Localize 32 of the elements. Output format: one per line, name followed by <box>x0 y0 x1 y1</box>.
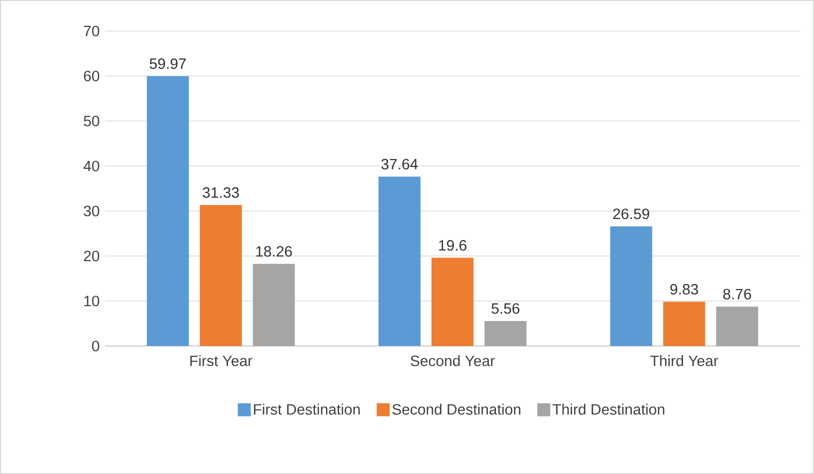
y-tick-label: 60 <box>84 70 100 82</box>
bar <box>146 76 189 346</box>
y-tick-label: 0 <box>92 340 100 352</box>
x-tick-label: First Year <box>190 355 252 366</box>
legend-label: Third Destination <box>552 404 664 415</box>
bar <box>432 258 474 346</box>
data-label: 8.76 <box>723 288 752 300</box>
x-tick-label: Third Year <box>650 355 718 366</box>
y-tick-label: 40 <box>84 160 100 172</box>
data-label: 31.33 <box>202 187 239 198</box>
bar <box>378 176 421 346</box>
bar <box>663 302 706 346</box>
y-tick-label: 30 <box>84 206 100 216</box>
data-label: 59.97 <box>150 58 186 69</box>
data-label: 26.59 <box>613 208 650 220</box>
bar <box>716 306 758 346</box>
legend-label: Second Destination <box>392 404 520 415</box>
bar <box>484 320 527 346</box>
bar <box>200 205 242 346</box>
y-tick-label: 50 <box>84 116 100 126</box>
y-tick-label: 10 <box>84 296 100 306</box>
legend-label: First Destination <box>254 404 360 415</box>
data-label: 19.6 <box>439 240 466 251</box>
bar <box>610 226 652 346</box>
y-tick-label: 70 <box>84 26 100 36</box>
data-label: 5.56 <box>492 303 520 314</box>
data-label: 18.26 <box>256 246 292 257</box>
x-tick-label: Second Year <box>410 355 495 366</box>
data-label: 9.83 <box>670 284 698 295</box>
bar <box>252 264 295 346</box>
data-label: 37.64 <box>381 158 418 170</box>
y-tick-label: 20 <box>84 250 100 262</box>
